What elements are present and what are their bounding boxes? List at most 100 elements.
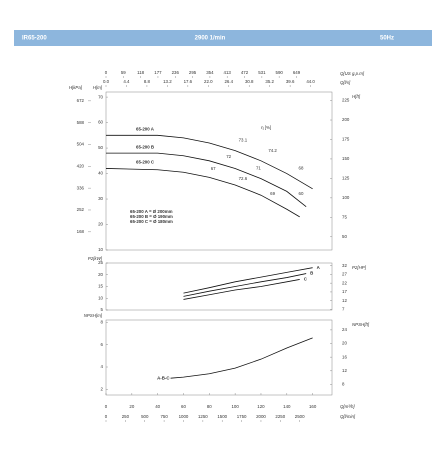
x-tick-label: 60: [181, 404, 186, 409]
axis-tick-label: 354: [206, 70, 214, 75]
curve: [183, 273, 307, 297]
axis-tick-label: 2000: [256, 414, 266, 419]
y-tick-label: 20: [98, 272, 103, 277]
right-tick-label: 175: [342, 137, 350, 142]
axis-label: Q[US g.p.m]: [340, 71, 365, 76]
y-tick-label: 25: [98, 260, 103, 265]
y-tick-label: 5: [101, 307, 104, 312]
y-tick-label: 60: [98, 120, 103, 125]
y2-tick-label: 420: [77, 163, 85, 168]
axis-tick-label: 30.8: [245, 79, 254, 84]
diameter-note: 65-200 B = Ø 190mm: [130, 214, 173, 219]
x-tick-label: 40: [155, 404, 160, 409]
efficiency-label: 73.1: [239, 138, 248, 143]
speed: 2900 1/min: [195, 36, 226, 42]
x-axis-label: Q[m³/h]: [340, 404, 355, 409]
axis-tick-label: 2500: [295, 414, 305, 419]
axis-tick-label: 13.2: [163, 79, 172, 84]
axis-tick-label: 118: [137, 70, 145, 75]
axis-tick-label: 295: [189, 70, 197, 75]
axis-tick-label: 0.0: [103, 79, 110, 84]
axis-tick-label: 4.4: [123, 79, 130, 84]
y-tick-label: 15: [98, 284, 103, 289]
axis-tick-label: 1000: [179, 414, 189, 419]
axis-tick-label: 500: [141, 414, 149, 419]
x-tick-label: 140: [283, 404, 291, 409]
efficiency-label: 74.2: [268, 148, 277, 153]
right-axis-label: NPSH[ft]: [352, 322, 370, 327]
curve: [183, 279, 300, 300]
axis-tick-label: 531: [258, 70, 266, 75]
axis-tick-label: 22.0: [204, 79, 213, 84]
right-tick-label: 20: [342, 341, 347, 346]
series-label: 65-200 B: [136, 144, 154, 149]
y-tick-label: 70: [98, 94, 103, 99]
right-tick-label: 16: [342, 354, 347, 359]
efficiency-label: 67: [211, 166, 216, 171]
right-tick-label: 50: [342, 234, 347, 239]
series-label: C: [304, 277, 308, 282]
axis-tick-label: 35.2: [265, 79, 274, 84]
axis-tick-label: 750: [160, 414, 168, 419]
efficiency-label: 60: [299, 191, 304, 196]
curve: [170, 337, 313, 379]
right-tick-label: 225: [342, 98, 350, 103]
plot-frame: [105, 319, 333, 396]
y-tick-label: 50: [98, 145, 103, 150]
axis-tick-label: 59: [121, 70, 126, 75]
y-tick-label: 8: [101, 319, 104, 324]
y2-tick-label: 672: [77, 98, 85, 103]
series-label: 65-200 C: [136, 160, 155, 165]
axis-label: Q[l/s]: [340, 80, 351, 85]
axis-tick-label: 17.6: [184, 79, 193, 84]
axis-tick-label: 472: [241, 70, 249, 75]
right-tick-label: 27: [342, 272, 347, 277]
efficiency-label: 69: [270, 191, 275, 196]
y-tick-label: 40: [98, 171, 103, 176]
y2-axis-label: H[kPa]: [69, 85, 83, 90]
axis-tick-label: 590: [276, 70, 284, 75]
x-tick-label: 160: [309, 404, 317, 409]
axis-tick-label: 1250: [198, 414, 208, 419]
right-tick-label: 24: [342, 327, 347, 332]
header-bar: [14, 30, 432, 46]
y2-tick-label: 252: [77, 207, 85, 212]
efficiency-label: 68: [299, 166, 304, 171]
axis-tick-label: 1500: [217, 414, 227, 419]
right-tick-label: 125: [342, 176, 350, 181]
efficiency-label: 72: [226, 154, 231, 159]
right-tick-label: 12: [342, 298, 347, 303]
axis-tick-label: 8.8: [144, 79, 151, 84]
axis-tick-label: 236: [172, 70, 180, 75]
y-tick-label: 4: [101, 364, 104, 369]
curve: [106, 152, 307, 207]
y2-tick-label: 336: [77, 185, 85, 190]
series-label: A-B-C: [157, 375, 170, 380]
axis-tick-label: 0: [105, 70, 108, 75]
x-tick-label: 0: [105, 404, 108, 409]
x-tick-label: 80: [207, 404, 212, 409]
right-tick-label: 150: [342, 156, 350, 161]
axis-tick-label: 250: [122, 414, 130, 419]
right-tick-label: 75: [342, 214, 347, 219]
x-tick-label: 100: [231, 404, 239, 409]
y-tick-label: 10: [98, 247, 103, 252]
right-tick-label: 22: [342, 280, 347, 285]
axis-tick-label: 649: [293, 70, 301, 75]
x-tick-label: 20: [129, 404, 134, 409]
frequency: 50Hz: [380, 36, 394, 42]
y-tick-label: 30: [98, 196, 103, 201]
efficiency-label: 71: [256, 166, 261, 171]
efficiency-label: 72.6: [239, 176, 248, 181]
axis-tick-label: 44.0: [306, 79, 315, 84]
curve: [105, 168, 300, 218]
axis-tick-label: 177: [154, 70, 162, 75]
right-tick-label: 17: [342, 289, 347, 294]
y2-tick-label: 168: [77, 229, 85, 234]
right-tick-label: 12: [342, 368, 347, 373]
y-tick-label: 10: [98, 295, 103, 300]
right-axis-label: P2[HP]: [352, 265, 367, 270]
curve: [106, 134, 313, 190]
series-label: A: [317, 265, 321, 270]
